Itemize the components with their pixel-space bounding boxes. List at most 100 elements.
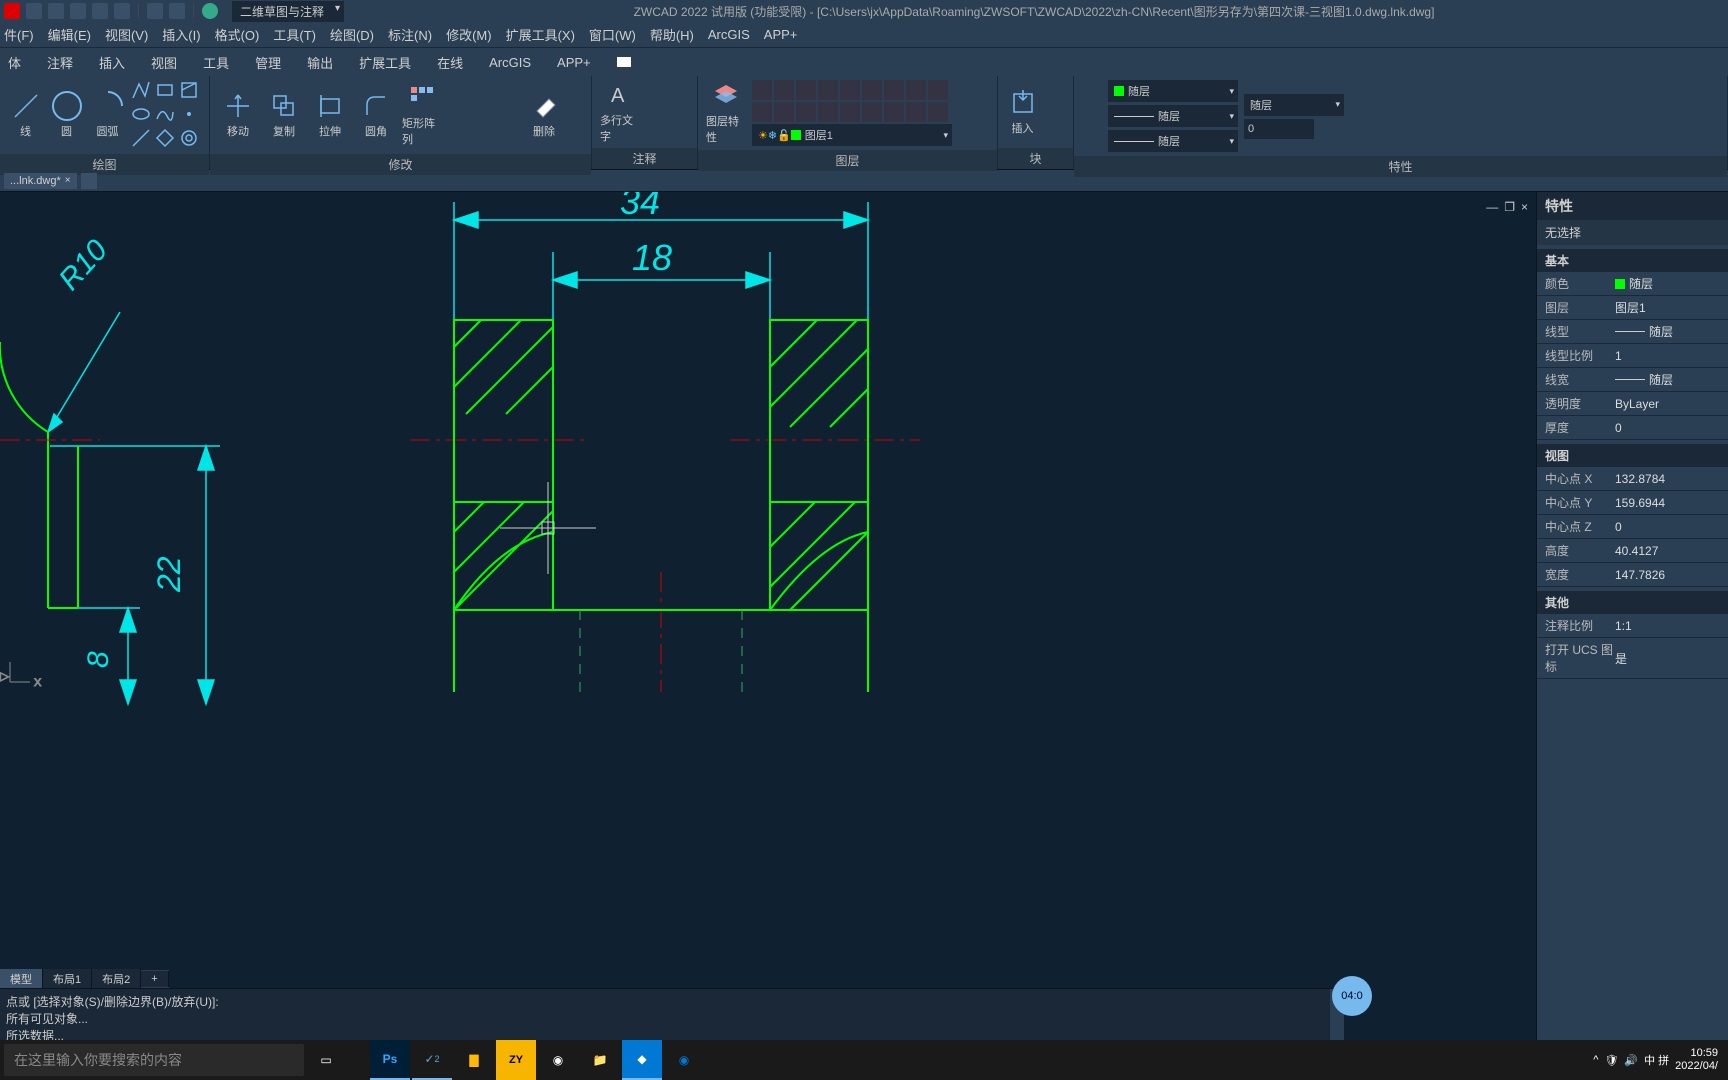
linetype-dropdown[interactable]: 随层: [1244, 94, 1344, 116]
break-icon[interactable]: [496, 128, 516, 148]
insert-button[interactable]: 插入: [1006, 88, 1039, 136]
property-section-header[interactable]: 视图: [1537, 444, 1728, 467]
qat-undo-icon[interactable]: [147, 3, 163, 19]
dim-linear-icon[interactable]: [646, 80, 666, 100]
menu-item[interactable]: 修改(M): [446, 25, 492, 44]
explode-icon[interactable]: [448, 128, 468, 148]
photoshop-icon[interactable]: Ps: [370, 1040, 410, 1080]
stretch-button[interactable]: 拉伸: [310, 91, 350, 139]
property-value[interactable]: ByLayer: [1615, 395, 1720, 412]
todo-icon[interactable]: ✓2: [412, 1040, 452, 1080]
qat-plot-icon[interactable]: [114, 3, 130, 19]
zy-app-icon[interactable]: ZY: [496, 1040, 536, 1080]
property-value[interactable]: 0: [1615, 518, 1720, 535]
mirror-icon[interactable]: [472, 80, 492, 100]
property-row[interactable]: 打开 UCS 图标是: [1537, 638, 1728, 679]
layer-tool-icon[interactable]: [906, 102, 926, 122]
layer-tool-icon[interactable]: [928, 80, 948, 100]
circle-button[interactable]: 圆: [49, 91, 84, 139]
spline-icon[interactable]: [155, 104, 175, 124]
property-row[interactable]: 中心点 Z0: [1537, 515, 1728, 539]
close-icon[interactable]: ×: [65, 175, 71, 186]
drawing-canvas[interactable]: — ❐ × 34 18: [0, 192, 1536, 1080]
tray-up-icon[interactable]: ^: [1593, 1054, 1598, 1066]
tray-security-icon[interactable]: 🛡: [1604, 1054, 1618, 1067]
layer-tool-icon[interactable]: [906, 80, 926, 100]
qat-save-icon[interactable]: [70, 3, 86, 19]
qat-redo-icon[interactable]: [169, 3, 185, 19]
document-tab[interactable]: ...lnk.dwg*×: [4, 173, 77, 189]
property-row[interactable]: 线宽随层: [1537, 368, 1728, 392]
new-document-button[interactable]: [81, 173, 97, 189]
property-value[interactable]: 159.6944: [1615, 494, 1720, 511]
ribbon-tab[interactable]: ArcGIS: [485, 55, 535, 70]
menu-item[interactable]: 帮助(H): [650, 25, 694, 44]
minimize-icon[interactable]: —: [1486, 200, 1498, 214]
menu-item[interactable]: 视图(V): [105, 25, 148, 44]
menu-item[interactable]: 绘图(D): [330, 25, 374, 44]
props-icon[interactable]: [1082, 128, 1102, 148]
explorer-icon[interactable]: ▇: [454, 1040, 494, 1080]
restore-icon[interactable]: ❐: [1504, 200, 1515, 214]
property-value[interactable]: 随层: [1615, 275, 1720, 292]
task-view-icon[interactable]: ▭: [306, 1040, 346, 1080]
menu-item[interactable]: 工具(T): [273, 25, 316, 44]
point-icon[interactable]: [179, 104, 199, 124]
taskbar-clock[interactable]: 10:59 2022/04/: [1675, 1047, 1718, 1073]
block-edit-icon[interactable]: [1045, 102, 1065, 122]
property-value[interactable]: 随层: [1615, 371, 1720, 388]
layer-tool-icon[interactable]: [884, 80, 904, 100]
layer-tool-icon[interactable]: [752, 102, 772, 122]
property-row[interactable]: 图层图层1: [1537, 296, 1728, 320]
ribbon-tab[interactable]: 输出: [303, 53, 337, 72]
selection-display[interactable]: 无选择: [1537, 220, 1728, 245]
leader-icon[interactable]: [646, 102, 666, 122]
menu-item[interactable]: ArcGIS: [708, 27, 750, 42]
extend-icon[interactable]: [496, 104, 516, 124]
property-value[interactable]: 是: [1615, 641, 1720, 675]
ribbon-tab[interactable]: 在线: [433, 53, 467, 72]
tray-network-icon[interactable]: 🔊: [1624, 1054, 1638, 1067]
list-icon[interactable]: [1082, 106, 1102, 126]
line-button[interactable]: 线: [8, 91, 43, 139]
zwcad-icon[interactable]: ◆: [622, 1040, 662, 1080]
ribbon-tab[interactable]: 扩展工具: [355, 53, 415, 72]
layer-tool-icon[interactable]: [840, 102, 860, 122]
property-row[interactable]: 中心点 Y159.6944: [1537, 491, 1728, 515]
layer-tool-icon[interactable]: [774, 80, 794, 100]
property-section-header[interactable]: 其他: [1537, 591, 1728, 614]
qat-new-icon[interactable]: [26, 3, 42, 19]
taskbar-search[interactable]: 在这里输入你要搜索的内容: [4, 1044, 304, 1076]
menu-item[interactable]: 件(F): [4, 25, 34, 44]
ellipse-icon[interactable]: [131, 104, 151, 124]
layer-tool-icon[interactable]: [752, 80, 772, 100]
property-value[interactable]: 40.4127: [1615, 542, 1720, 559]
property-value[interactable]: 1: [1615, 347, 1720, 364]
lineweight-dropdown[interactable]: 随层: [1108, 105, 1238, 127]
chrome-icon[interactable]: ◉: [538, 1040, 578, 1080]
property-row[interactable]: 透明度ByLayer: [1537, 392, 1728, 416]
folder-icon[interactable]: 📁: [580, 1040, 620, 1080]
layer-tool-icon[interactable]: [774, 102, 794, 122]
qat-help-icon[interactable]: [202, 3, 218, 19]
edge-icon[interactable]: ◉: [664, 1040, 704, 1080]
app-icon[interactable]: [4, 3, 20, 19]
layer-props-button[interactable]: 图层特性: [706, 81, 746, 145]
hatch-icon[interactable]: [179, 80, 199, 100]
scale-icon[interactable]: [448, 104, 468, 124]
color-dropdown[interactable]: 随层: [1108, 80, 1238, 102]
trim-icon[interactable]: [496, 80, 516, 100]
layout-tab[interactable]: +: [141, 971, 168, 987]
property-row[interactable]: 厚度0: [1537, 416, 1728, 440]
menu-item[interactable]: 插入(I): [162, 25, 200, 44]
erase-button[interactable]: 删除: [524, 91, 564, 139]
ribbon-tab[interactable]: 视图: [147, 53, 181, 72]
ribbon-tab[interactable]: 工具: [199, 53, 233, 72]
layout-tab[interactable]: 布局1: [43, 969, 92, 989]
fillet-button[interactable]: 圆角: [356, 91, 396, 139]
ribbon-overflow-icon[interactable]: [617, 57, 631, 67]
property-value[interactable]: 图层1: [1615, 299, 1720, 316]
move-button[interactable]: 移动: [218, 91, 258, 139]
donut-icon[interactable]: [179, 128, 199, 148]
property-section-header[interactable]: 基本: [1537, 249, 1728, 272]
